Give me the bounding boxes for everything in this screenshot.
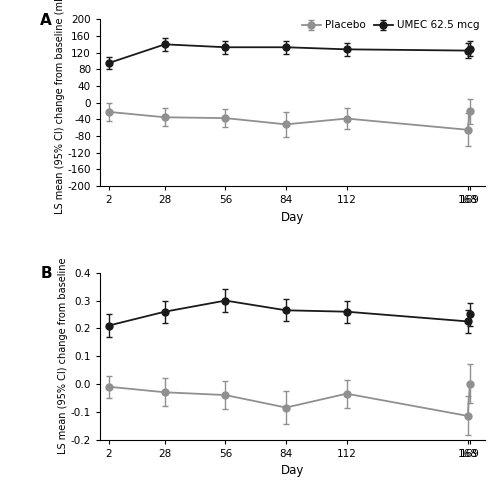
Text: B: B bbox=[40, 266, 52, 281]
Y-axis label: LS mean (95% CI) change from baseline (mL): LS mean (95% CI) change from baseline (m… bbox=[54, 0, 64, 214]
Text: A: A bbox=[40, 13, 52, 28]
X-axis label: Day: Day bbox=[281, 211, 304, 224]
Legend: Placebo, UMEC 62.5 mcg: Placebo, UMEC 62.5 mcg bbox=[298, 16, 484, 34]
X-axis label: Day: Day bbox=[281, 464, 304, 477]
Y-axis label: LS mean (95% CI) change from baseline: LS mean (95% CI) change from baseline bbox=[58, 258, 68, 455]
